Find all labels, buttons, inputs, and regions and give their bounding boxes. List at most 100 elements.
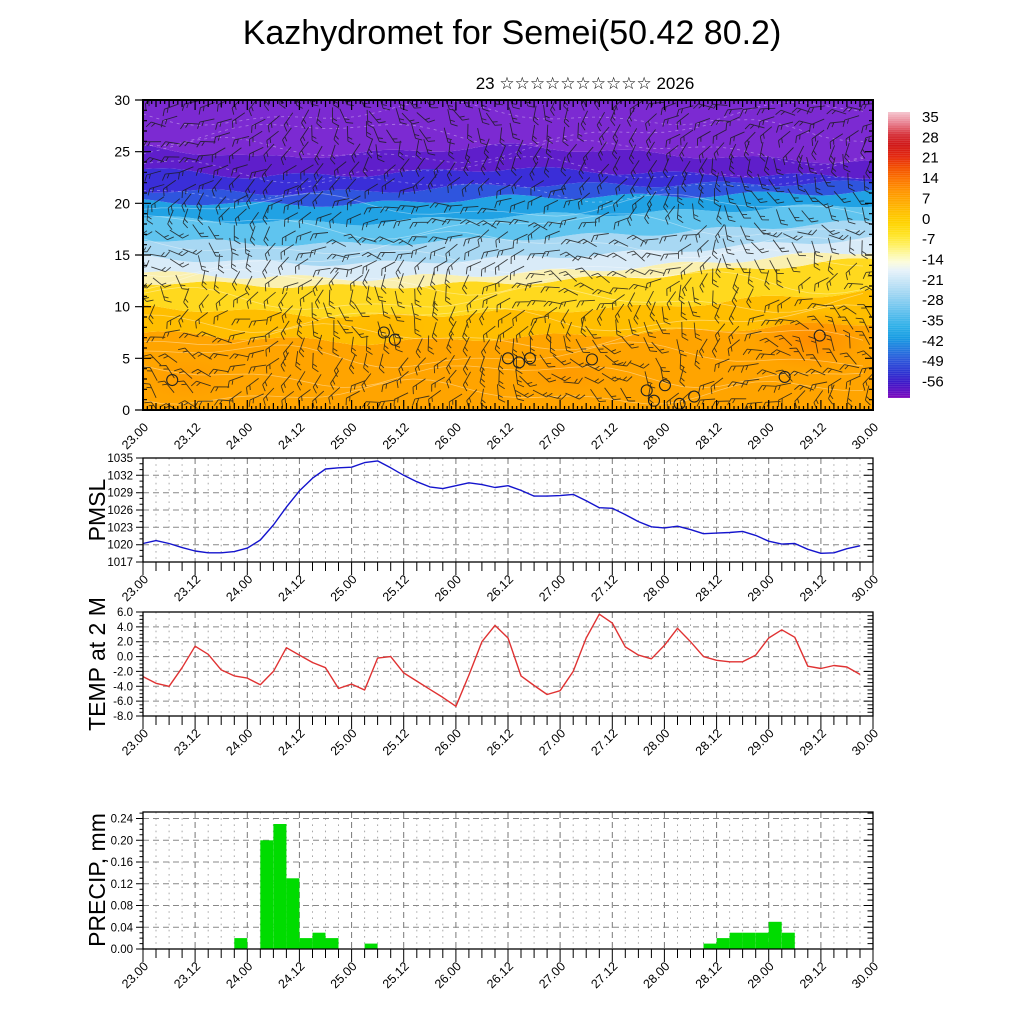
svg-text:-7: -7	[922, 231, 935, 248]
precip-bar	[273, 824, 287, 949]
svg-text:0.08: 0.08	[111, 901, 133, 913]
svg-text:0: 0	[922, 211, 930, 228]
svg-text:27.12: 27.12	[588, 420, 620, 452]
temp-2m-series	[142, 613, 861, 707]
svg-text:1032: 1032	[107, 470, 133, 482]
svg-text:26.00: 26.00	[432, 572, 464, 604]
svg-text:26.12: 26.12	[484, 572, 516, 604]
svg-text:23.00: 23.00	[119, 420, 151, 452]
svg-text:21: 21	[922, 150, 939, 167]
svg-text:23.12: 23.12	[171, 726, 203, 758]
svg-text:26.12: 26.12	[484, 959, 516, 991]
svg-text:27.00: 27.00	[536, 959, 568, 991]
svg-text:29.12: 29.12	[797, 959, 829, 991]
svg-text:29.12: 29.12	[797, 572, 829, 604]
svg-text:27.12: 27.12	[588, 726, 620, 758]
temp-axis-title: TEMP at 2 M	[84, 597, 110, 731]
svg-text:24.12: 24.12	[276, 959, 308, 991]
precip-bar	[286, 878, 300, 949]
precip-bar	[325, 938, 339, 949]
svg-text:25.00: 25.00	[328, 420, 360, 452]
precip-axis-title: PRECIP, mm	[84, 813, 110, 947]
svg-text:5: 5	[122, 350, 130, 366]
svg-text:6.0: 6.0	[117, 607, 133, 619]
precip-bar	[768, 921, 782, 949]
svg-text:0.04: 0.04	[111, 922, 134, 934]
svg-text:1029: 1029	[107, 488, 133, 500]
svg-text:7: 7	[922, 190, 930, 207]
svg-text:2.0: 2.0	[117, 637, 133, 649]
svg-text:23.12: 23.12	[171, 572, 203, 604]
svg-text:29.12: 29.12	[797, 726, 829, 758]
page-title: Kazhydromet for Semei(50.42 80.2)	[242, 14, 782, 52]
date-subtitle: 23 ☆☆☆☆☆☆☆☆☆☆ 2026	[475, 74, 695, 93]
precip-bar	[742, 932, 756, 949]
svg-text:25.12: 25.12	[380, 420, 412, 452]
svg-text:28.12: 28.12	[693, 726, 725, 758]
precip-bar	[729, 932, 743, 949]
svg-text:28.12: 28.12	[693, 959, 725, 991]
svg-text:29.12: 29.12	[797, 420, 829, 452]
svg-text:15: 15	[114, 247, 130, 263]
svg-text:28.00: 28.00	[641, 959, 673, 991]
svg-text:26.12: 26.12	[484, 726, 516, 758]
svg-text:23.00: 23.00	[119, 726, 151, 758]
svg-text:30.00: 30.00	[849, 572, 881, 604]
svg-text:30: 30	[114, 92, 130, 108]
svg-text:30.00: 30.00	[849, 726, 881, 758]
svg-text:29.00: 29.00	[745, 959, 777, 991]
svg-text:0.20: 0.20	[111, 835, 133, 847]
svg-text:1017: 1017	[107, 557, 133, 569]
svg-text:1023: 1023	[107, 522, 133, 534]
pmsl-series	[142, 460, 861, 554]
svg-text:25.00: 25.00	[328, 572, 360, 604]
svg-text:-56: -56	[922, 374, 944, 391]
svg-text:24.12: 24.12	[276, 726, 308, 758]
svg-text:28.12: 28.12	[693, 420, 725, 452]
precip-bar	[312, 932, 326, 949]
svg-text:0: 0	[122, 402, 130, 418]
svg-text:28: 28	[922, 129, 939, 146]
svg-text:20: 20	[114, 195, 130, 211]
svg-text:25.12: 25.12	[380, 726, 412, 758]
svg-text:23.00: 23.00	[119, 572, 151, 604]
precip-bar	[234, 938, 248, 949]
svg-text:30.00: 30.00	[849, 420, 881, 452]
svg-text:23.12: 23.12	[171, 959, 203, 991]
svg-text:26.00: 26.00	[432, 726, 464, 758]
svg-text:-49: -49	[922, 353, 944, 370]
precip-panel: 0.00 0.04 0.08 0.12 0.16 0.20 0.24 23.00 23.12 24…	[111, 811, 881, 991]
temp-2m-panel: -8.0 -6.0 -4.0 -2.0 0.0 2.0 4.0 6.0 23.00 23.12 24…	[113, 607, 881, 758]
temperature-colorbar: 35 28 21 14 7 0 -7 -14 -21 -28 -35 -42 -49 -56	[888, 109, 944, 399]
svg-text:24.12: 24.12	[276, 572, 308, 604]
svg-text:-8.0: -8.0	[113, 711, 133, 723]
svg-text:1035: 1035	[107, 453, 133, 465]
svg-text:23.00: 23.00	[119, 959, 151, 991]
svg-text:27.12: 27.12	[588, 959, 620, 991]
svg-text:-2.0: -2.0	[113, 666, 133, 678]
svg-text:25.12: 25.12	[380, 959, 412, 991]
svg-text:25.00: 25.00	[328, 959, 360, 991]
svg-text:26.00: 26.00	[432, 959, 464, 991]
svg-text:-42: -42	[922, 333, 944, 350]
svg-text:29.00: 29.00	[745, 420, 777, 452]
svg-text:25: 25	[114, 144, 130, 160]
svg-text:24.00: 24.00	[223, 959, 255, 991]
precip-bar	[781, 932, 795, 949]
svg-text:0.12: 0.12	[111, 879, 133, 891]
svg-text:26.00: 26.00	[432, 420, 464, 452]
svg-text:28.00: 28.00	[641, 572, 673, 604]
svg-text:4.0: 4.0	[117, 622, 133, 634]
svg-text:28.00: 28.00	[641, 420, 673, 452]
precip-bar	[364, 943, 378, 949]
svg-text:35: 35	[922, 109, 939, 126]
svg-text:28.00: 28.00	[641, 726, 673, 758]
svg-text:27.00: 27.00	[536, 726, 568, 758]
svg-text:1020: 1020	[107, 540, 133, 552]
svg-text:29.00: 29.00	[745, 726, 777, 758]
svg-text:24.00: 24.00	[223, 726, 255, 758]
svg-text:26.12: 26.12	[484, 420, 516, 452]
svg-text:1026: 1026	[107, 505, 133, 517]
